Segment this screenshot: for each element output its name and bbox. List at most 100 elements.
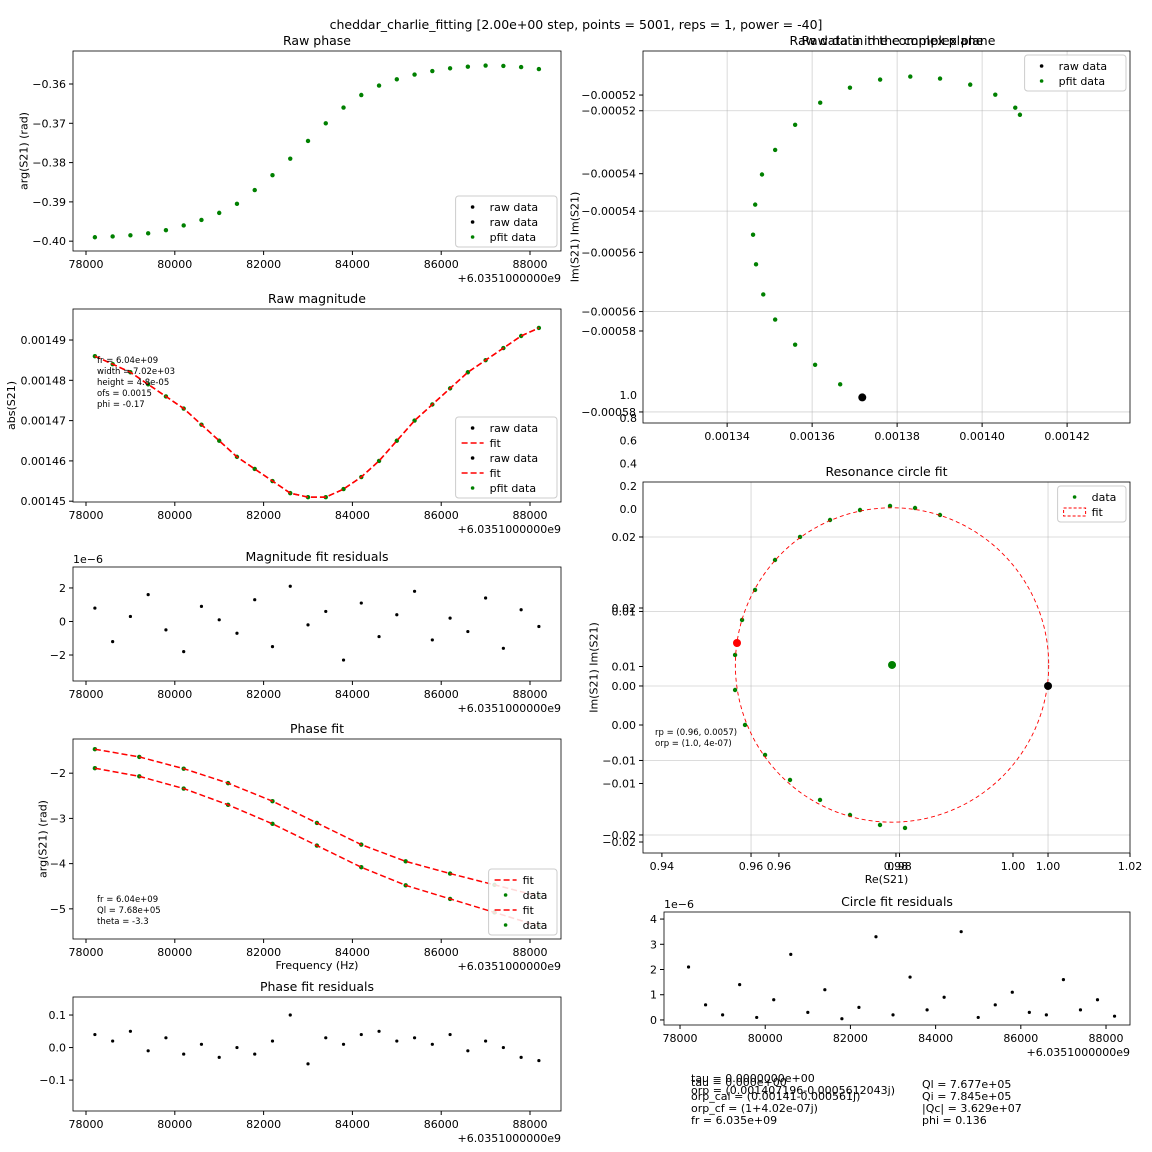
x-offset: +6.0351000000e9 [458, 523, 561, 536]
data-point [1078, 1008, 1083, 1012]
panel: 78000 80000 82000 84000 86000 88000 −5 −4 −3 −2 Ph… [36, 721, 562, 973]
data-point [412, 72, 417, 77]
data-point [288, 156, 293, 161]
x-tick-label: 88000 [513, 509, 548, 522]
data-point [787, 777, 793, 783]
legend-box [455, 195, 558, 248]
data-point [182, 650, 186, 654]
data-point [976, 1015, 980, 1020]
plot-area [643, 482, 1130, 853]
data-point [403, 859, 408, 864]
legend-key [470, 426, 475, 430]
series-layer [93, 584, 541, 662]
legend-key [1039, 64, 1044, 68]
y-tick-label: 0.00 [612, 719, 637, 732]
data-point [111, 1039, 115, 1043]
data-point [857, 1005, 861, 1009]
y-tick-label: −5 [50, 903, 66, 916]
data-point [1095, 998, 1100, 1002]
data-point [395, 1039, 399, 1043]
x-tick-label: 88000 [513, 946, 548, 959]
legend-key [1063, 507, 1087, 517]
x-tick-label: 82000 [246, 258, 281, 271]
data-point [968, 82, 973, 87]
y-tick-label: −0.02 [602, 829, 636, 842]
y-tick-label: 4 [650, 913, 657, 926]
x-axis-label: Frequency (Hz) [276, 959, 359, 972]
y-tick-label: 0.6 [620, 435, 638, 448]
data-point [993, 92, 998, 97]
annotation: fr = 6.04e+09 [97, 895, 158, 905]
series-layer [93, 1013, 541, 1066]
data-point [128, 1029, 133, 1033]
data-point [270, 1039, 275, 1043]
plot-frame [72, 996, 562, 1112]
data-point [377, 1029, 381, 1033]
data-point [306, 1062, 310, 1066]
x-tick-label: 0.98 [884, 860, 909, 873]
y-tick-label: 0.00149 [21, 334, 67, 347]
data-point [430, 638, 434, 642]
data-point [1061, 977, 1066, 982]
data-point [877, 77, 883, 82]
panel: 78000 80000 82000 84000 86000 88000 0 1 2 3 4 Circl… [650, 894, 1131, 1059]
data-point [739, 617, 745, 623]
series-layer [92, 325, 542, 500]
data-point [686, 965, 691, 969]
data-point [199, 1042, 204, 1046]
x-tick-label: 1.00 [1036, 860, 1061, 873]
y-tick-label: 2 [59, 582, 66, 595]
x-tick-label: 78000 [69, 258, 104, 271]
x-tick-label: 0.00142 [1044, 430, 1090, 443]
data-point [306, 623, 310, 627]
legend-label: raw data [490, 216, 539, 229]
data-point [288, 584, 292, 588]
y-tick-label: −2 [50, 767, 66, 780]
data-point [772, 998, 776, 1002]
data-point [908, 74, 913, 79]
y-tick-label: 1.0 [620, 389, 638, 402]
legend-key [470, 456, 475, 460]
legend-box [1024, 54, 1127, 92]
x-tick-label: 0.98 [887, 860, 912, 873]
data-point [412, 1036, 417, 1040]
legend-key [503, 893, 508, 897]
y-tick-label: 0.2 [620, 480, 638, 493]
y-tick-label: 0.00147 [21, 415, 67, 428]
legend-key [470, 205, 475, 209]
panel-title: Circle fit residuals [841, 894, 953, 909]
legend-label: data [523, 889, 548, 902]
data-point [772, 147, 778, 153]
data-point [323, 121, 328, 126]
legend-label: fit [490, 467, 502, 480]
report-line: phi = 0.136 [922, 1114, 987, 1127]
x-tick-label: 86000 [424, 688, 459, 701]
data-point [753, 262, 759, 267]
x-tick-label: 84000 [335, 946, 370, 959]
data-point [253, 598, 257, 602]
x-offset: +6.0351000000e9 [458, 1132, 561, 1145]
y-tick-label: 0.01 [612, 605, 637, 618]
data-point [341, 1042, 346, 1046]
x-tick-label: 84000 [335, 688, 370, 701]
annotation: height = 4.8e-05 [97, 378, 169, 388]
data-point [199, 604, 204, 608]
data-point [394, 77, 400, 82]
data-point [891, 1013, 895, 1017]
series-layer [686, 930, 1117, 1021]
y-tick-label: −0.36 [32, 78, 66, 91]
panel: 0.96 0.98 1.000.94 0.96 0.98 1.00 1.02−0.02−0.… [588, 464, 1143, 886]
data-point [501, 646, 505, 650]
plot-frame [72, 566, 562, 682]
legend-label: pfit data [490, 231, 536, 244]
x-tick-label: 84000 [335, 509, 370, 522]
y-tick-label: 0.0 [620, 503, 638, 516]
y-axis-label: abs(S21) [5, 381, 18, 430]
data-point [359, 1032, 363, 1037]
data-point [395, 613, 399, 617]
y-tick-label: −0.39 [32, 196, 66, 209]
data-point [447, 66, 453, 71]
data-point [164, 1036, 168, 1040]
x-tick-label: 86000 [424, 1118, 459, 1131]
